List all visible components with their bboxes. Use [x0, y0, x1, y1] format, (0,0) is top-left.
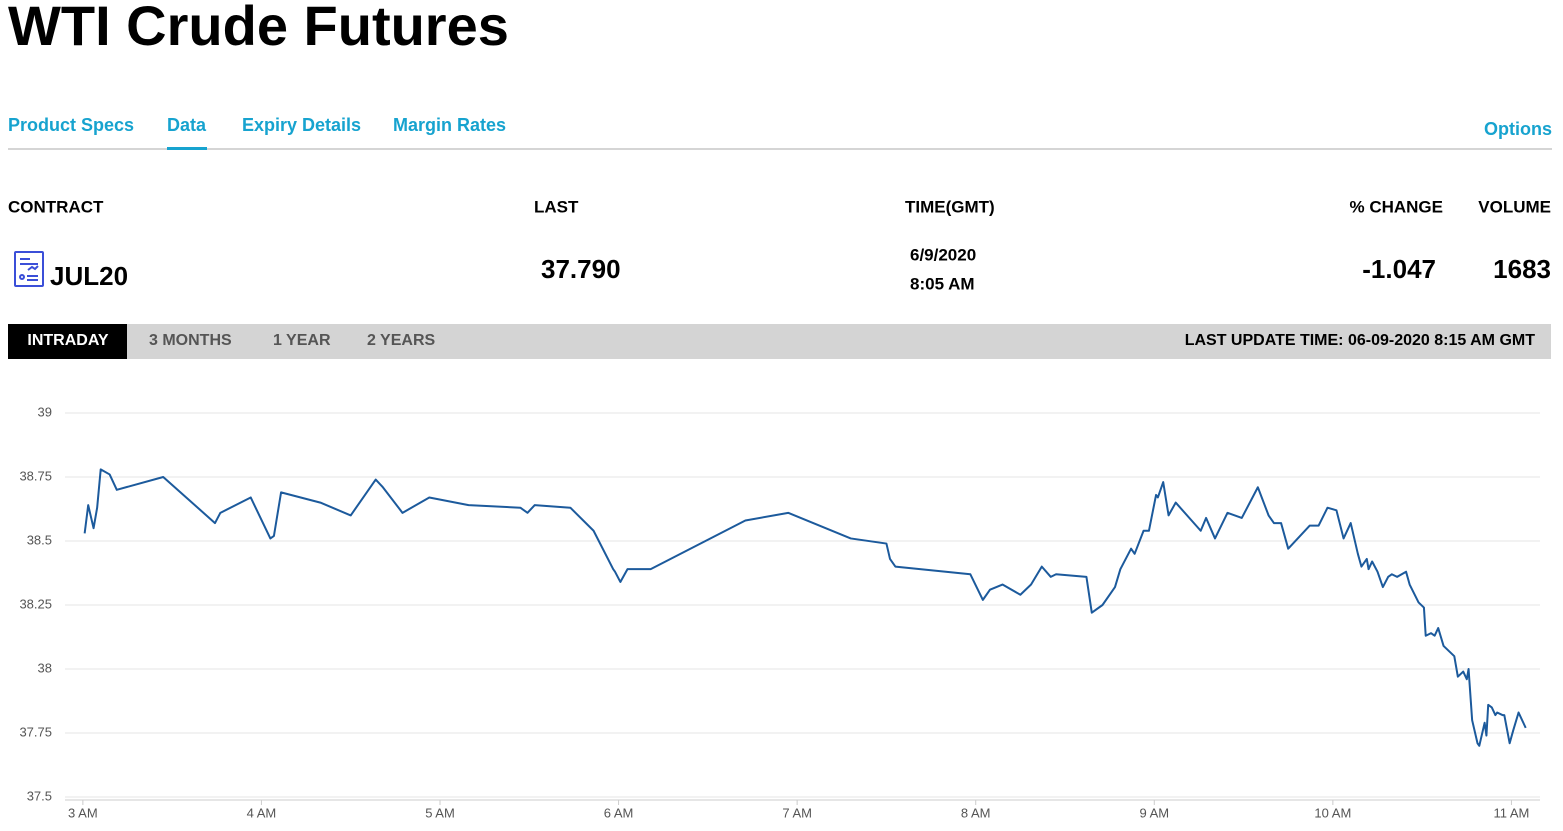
nav-tab[interactable]: Product Specs	[8, 115, 134, 135]
x-tick-label: 7 AM	[782, 805, 812, 820]
range-tab[interactable]: 1 YEAR	[273, 332, 331, 349]
x-tick-label: 11 AM	[1493, 805, 1529, 820]
column-header: LAST	[534, 197, 579, 216]
range-tab[interactable]: 3 MONTHS	[149, 332, 232, 349]
range-tab[interactable]: 2 YEARS	[367, 332, 436, 349]
y-tick-label: 38.75	[19, 468, 52, 483]
range-bar	[8, 324, 1551, 359]
nav-tab[interactable]: Expiry Details	[242, 115, 361, 135]
y-tick-label: 38	[38, 660, 52, 675]
x-tick-label: 8 AM	[961, 805, 991, 820]
y-tick-label: 38.5	[27, 532, 52, 547]
options-link[interactable]: Options	[1484, 119, 1552, 139]
range-tab[interactable]: INTRADAY	[27, 332, 109, 349]
last-update: LAST UPDATE TIME: 06-09-2020 8:15 AM GMT	[1185, 332, 1536, 349]
active-tab-underline	[167, 147, 207, 150]
percent-change: -1.047	[1362, 254, 1436, 284]
nav-divider	[8, 148, 1552, 150]
price-line	[83, 468, 1527, 747]
nav-tab[interactable]: Data	[167, 115, 207, 135]
x-tick-label: 6 AM	[604, 805, 634, 820]
last-price: 37.790	[541, 254, 621, 284]
y-tick-label: 38.25	[19, 596, 52, 611]
x-tick-label: 4 AM	[247, 805, 277, 820]
y-tick-label: 37.75	[19, 724, 52, 739]
trade-date: 6/9/2020	[910, 245, 976, 264]
volume: 1683	[1493, 254, 1551, 284]
price-chart: 37.5 37.75 38 38.25 38.5 38.75 39 3 AM 4 AM 5 AM 6…	[19, 404, 1540, 820]
active-range-tab[interactable]	[8, 324, 127, 359]
contract-icon[interactable]	[14, 251, 44, 287]
trade-time: 8:05 AM	[910, 274, 975, 293]
y-tick-label: 37.5	[27, 788, 52, 803]
column-header: VOLUME	[1478, 197, 1551, 216]
x-tick-label: 9 AM	[1139, 805, 1169, 820]
column-header: CONTRACT	[8, 197, 104, 216]
y-tick-label: 39	[38, 404, 52, 419]
nav-tab[interactable]: Margin Rates	[393, 115, 506, 135]
x-tick-label: 5 AM	[425, 805, 455, 820]
x-tick-label: 10 AM	[1314, 805, 1351, 820]
column-header: TIME(GMT)	[905, 197, 995, 216]
page-title: WTI Crude Futures	[8, 0, 509, 57]
x-tick-label: 3 AM	[68, 805, 98, 820]
contract-name[interactable]: JUL20	[50, 261, 128, 291]
column-header: % CHANGE	[1349, 197, 1443, 216]
